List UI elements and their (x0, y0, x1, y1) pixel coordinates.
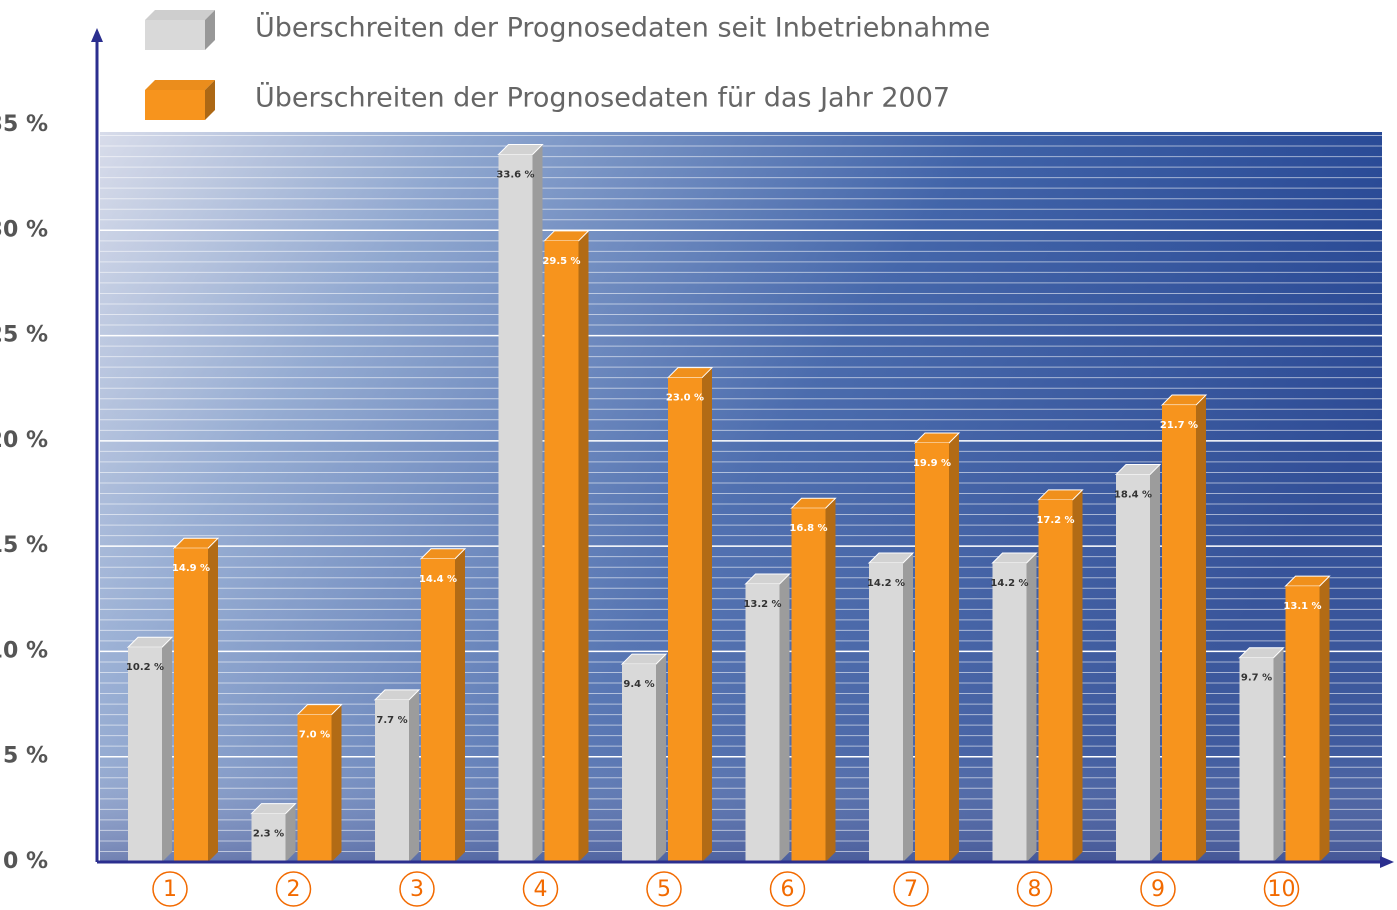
y-tick-label: 5 % (3, 744, 48, 769)
x-tick-label: 4 (534, 877, 548, 902)
bar (915, 443, 949, 862)
x-tick-label: 6 (781, 877, 795, 902)
bar-side (208, 538, 218, 862)
value-label: 19.9 % (913, 458, 951, 469)
value-label: 14.4 % (419, 574, 457, 585)
x-axis-arrow (1380, 856, 1394, 868)
y-tick-label: 15 % (0, 533, 48, 558)
bar (869, 563, 903, 862)
bar-side (1196, 395, 1206, 862)
bar-side (579, 231, 589, 862)
x-tick-label: 2 (287, 877, 301, 902)
value-label: 14.9 % (172, 563, 210, 574)
y-tick-label: 25 % (0, 323, 48, 348)
chart: 10.2 % 14.9 % 2.3 % 7.0 % 7.7 % 14.4 % 33.6 % 2… (0, 0, 1397, 910)
y-tick-label: 30 % (0, 217, 48, 242)
value-label: 23.0 % (666, 393, 704, 404)
bar-side (409, 690, 419, 862)
bar (668, 378, 702, 862)
bar-side (332, 705, 342, 862)
bar (1240, 658, 1274, 862)
value-label: 17.2 % (1036, 515, 1074, 526)
bar (545, 241, 579, 862)
bar-side (903, 553, 913, 862)
x-tick-label: 9 (1151, 877, 1165, 902)
bar-side (656, 654, 666, 862)
y-tick-label: 20 % (0, 428, 48, 453)
legend-swatch-top (145, 80, 215, 90)
value-label: 7.7 % (376, 715, 407, 726)
value-label: 7.0 % (299, 730, 330, 741)
x-tick-label: 8 (1028, 877, 1042, 902)
x-tick-label: 10 (1268, 877, 1296, 902)
bar (1039, 500, 1073, 862)
bar-side (1150, 465, 1160, 862)
bar (792, 508, 826, 862)
bar-side (533, 144, 543, 862)
x-tick-label: 5 (657, 877, 671, 902)
legend-swatch-top (145, 10, 215, 20)
bar-side (949, 433, 959, 862)
value-label: 13.1 % (1283, 601, 1321, 612)
bar-side (455, 549, 465, 862)
bar (1286, 586, 1320, 862)
bar-side (1320, 576, 1330, 862)
value-label: 2.3 % (253, 829, 284, 840)
value-label: 21.7 % (1160, 420, 1198, 431)
bar (421, 559, 455, 862)
value-label: 14.2 % (990, 578, 1028, 589)
bar (1162, 405, 1196, 862)
y-tick-label: 0 % (3, 849, 48, 874)
value-label: 33.6 % (496, 169, 534, 180)
y-tick-label: 35 % (0, 112, 48, 137)
bar (499, 154, 533, 862)
x-tick-label: 1 (163, 877, 177, 902)
value-label: 16.8 % (789, 523, 827, 534)
value-label: 13.2 % (743, 599, 781, 610)
bar (128, 647, 162, 862)
bar-side (1027, 553, 1037, 862)
x-tick-label: 7 (904, 877, 918, 902)
legend-swatch (145, 20, 205, 50)
value-label: 10.2 % (126, 662, 164, 673)
bar-side (702, 368, 712, 862)
bar (993, 563, 1027, 862)
value-label: 9.4 % (623, 679, 654, 690)
value-label: 29.5 % (542, 256, 580, 267)
value-label: 18.4 % (1114, 490, 1152, 501)
x-tick-label: 3 (410, 877, 424, 902)
legend-label: Überschreiten der Prognosedaten seit Inb… (255, 12, 990, 44)
bar-side (826, 498, 836, 862)
bar (174, 548, 208, 862)
bar-side (1073, 490, 1083, 862)
bar-side (1274, 648, 1284, 862)
bar (1116, 475, 1150, 862)
bar (622, 664, 656, 862)
bar (746, 584, 780, 862)
value-label: 9.7 % (1241, 673, 1272, 684)
bar-side (780, 574, 790, 862)
legend-label: Überschreiten der Prognosedaten für das … (255, 82, 950, 114)
y-axis-arrow (91, 28, 103, 42)
y-tick-label: 10 % (0, 638, 48, 663)
value-label: 14.2 % (867, 578, 905, 589)
legend-swatch (145, 90, 205, 120)
